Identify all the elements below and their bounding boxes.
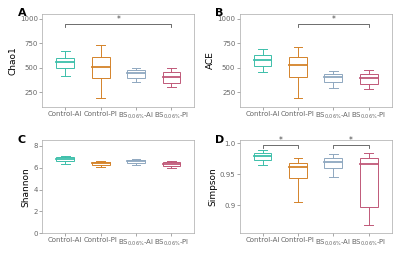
Text: *: * xyxy=(116,15,120,24)
Bar xyxy=(254,153,271,159)
Bar xyxy=(127,160,145,163)
Y-axis label: Chao1: Chao1 xyxy=(8,46,17,74)
Bar xyxy=(162,162,180,166)
Text: *: * xyxy=(331,15,335,24)
Bar xyxy=(289,163,307,178)
Y-axis label: Simpson: Simpson xyxy=(208,167,217,206)
Bar xyxy=(360,158,378,207)
Bar xyxy=(162,72,180,83)
Bar xyxy=(127,70,145,78)
Text: A: A xyxy=(18,8,26,18)
Bar xyxy=(56,157,74,161)
Bar xyxy=(289,57,307,77)
Text: *: * xyxy=(349,136,353,145)
Bar xyxy=(360,74,378,84)
Text: B: B xyxy=(215,8,224,18)
Y-axis label: ACE: ACE xyxy=(206,51,214,69)
Bar xyxy=(254,55,271,66)
Bar xyxy=(92,162,110,165)
Bar xyxy=(324,158,342,168)
Bar xyxy=(324,74,342,82)
Y-axis label: Shannon: Shannon xyxy=(22,167,31,207)
Text: C: C xyxy=(18,135,26,145)
Text: *: * xyxy=(278,136,282,145)
Bar xyxy=(56,58,74,68)
Bar xyxy=(92,57,110,78)
Text: D: D xyxy=(215,135,224,145)
